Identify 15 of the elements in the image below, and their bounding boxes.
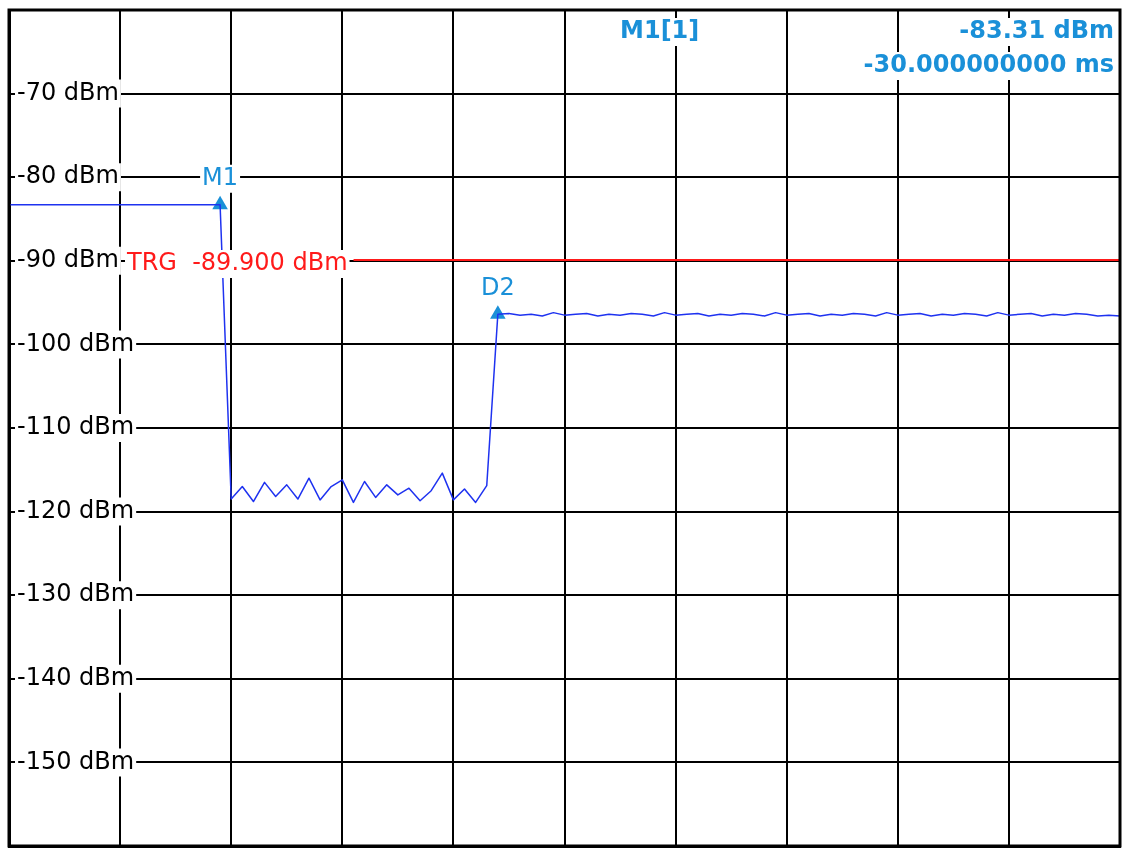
y-tick-label: -120 dBm bbox=[17, 495, 135, 524]
ref-line-label: TRG -89.900 dBm bbox=[126, 248, 348, 277]
y-tick-label: -140 dBm bbox=[17, 663, 135, 692]
y-tick-label: -90 dBm bbox=[17, 245, 119, 274]
y-tick-label: -130 dBm bbox=[17, 579, 135, 608]
y-tick-label: -100 dBm bbox=[17, 328, 135, 357]
y-tick-label: -110 dBm bbox=[17, 412, 135, 441]
y-tick-label: -80 dBm bbox=[17, 161, 119, 190]
y-tick-label: -150 dBm bbox=[17, 746, 135, 775]
series-label: M1 bbox=[202, 163, 239, 192]
series-label: D2 bbox=[480, 272, 515, 301]
annotation: -83.31 dBm bbox=[959, 16, 1114, 45]
annotation: M1[1] bbox=[620, 16, 700, 45]
y-tick-label: -70 dBm bbox=[17, 77, 119, 106]
annotation: -30.000000000 ms bbox=[863, 50, 1114, 79]
